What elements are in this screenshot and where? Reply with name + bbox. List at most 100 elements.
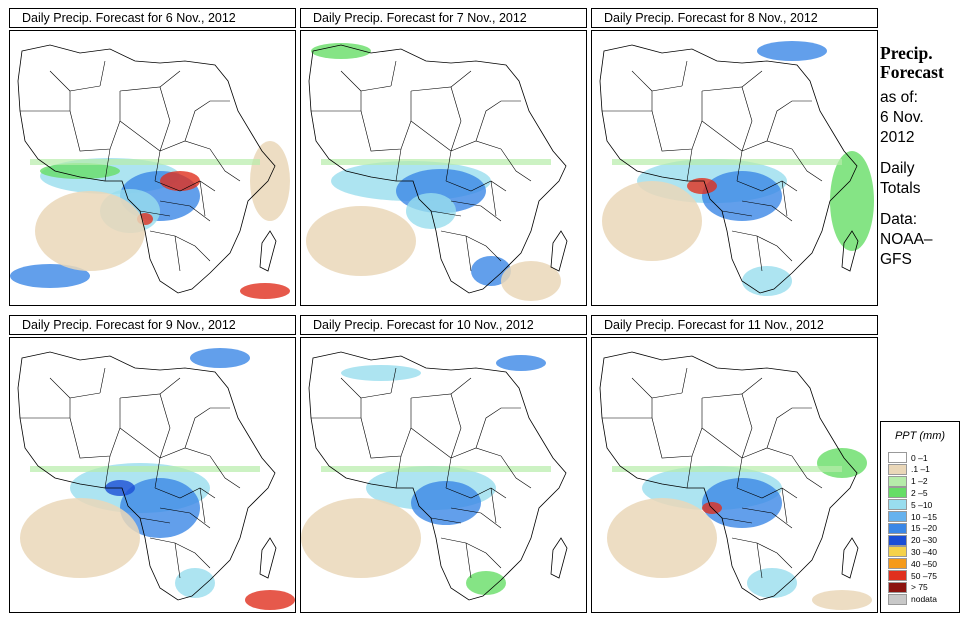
panel-title: Daily Precip. Forecast for 9 Nov., 2012 bbox=[9, 315, 296, 335]
rain-region bbox=[687, 178, 717, 194]
legend-item: 20 –30 bbox=[888, 534, 937, 546]
panel-title: Daily Precip. Forecast for 6 Nov., 2012 bbox=[9, 8, 296, 28]
country-border bbox=[159, 140, 211, 152]
sahel-rain-band bbox=[30, 159, 260, 165]
country-border bbox=[139, 210, 171, 217]
country-border bbox=[119, 427, 161, 489]
rain-region bbox=[702, 171, 782, 221]
dry-region bbox=[306, 206, 416, 276]
legend-item: 15 –20 bbox=[888, 522, 937, 534]
country-border bbox=[360, 398, 412, 459]
country-border bbox=[741, 70, 763, 88]
country-border bbox=[736, 487, 798, 499]
legend-label: 30 –40 bbox=[911, 546, 937, 557]
country-border bbox=[475, 100, 521, 142]
legend-item: 40 –50 bbox=[888, 558, 937, 570]
country-border bbox=[154, 180, 216, 192]
country-border bbox=[199, 180, 206, 217]
country-border bbox=[410, 120, 452, 182]
country-border bbox=[766, 100, 812, 142]
daily-line1: Daily bbox=[880, 160, 915, 177]
africa-coastline bbox=[308, 44, 567, 294]
africa-map-svg bbox=[599, 41, 874, 296]
data-line3: GFS bbox=[880, 251, 912, 268]
country-border bbox=[445, 180, 507, 192]
precip-map bbox=[591, 30, 878, 306]
legend-item: 30 –40 bbox=[888, 546, 937, 558]
country-border bbox=[430, 210, 462, 217]
country-border bbox=[104, 148, 111, 182]
dry-region bbox=[35, 191, 145, 271]
country-border bbox=[741, 200, 793, 222]
country-border bbox=[450, 377, 472, 395]
legend-swatch bbox=[888, 452, 907, 463]
legend-swatch bbox=[888, 581, 907, 593]
country-border bbox=[686, 148, 693, 182]
panel-title: Daily Precip. Forecast for 8 Nov., 2012 bbox=[591, 8, 878, 28]
country-border bbox=[159, 70, 181, 88]
country-border bbox=[602, 85, 683, 112]
country-border bbox=[490, 180, 497, 217]
forecast-panel-2: Daily Precip. Forecast for 7 Nov., 2012 bbox=[300, 8, 587, 306]
legend-swatch bbox=[888, 522, 907, 534]
legend-label: 40 –50 bbox=[911, 558, 937, 569]
rain-region bbox=[40, 163, 120, 179]
rain-region bbox=[742, 266, 792, 296]
country-border bbox=[119, 86, 171, 152]
legend-label: .1 –1 bbox=[911, 464, 930, 475]
precip-legend: PPT (mm) 0 –1.1 –1 1 –2 2 –5 5 –10 10 –15 15 … bbox=[880, 421, 960, 613]
rain-region bbox=[245, 590, 295, 610]
country-border bbox=[69, 91, 121, 152]
rain-region bbox=[10, 264, 90, 288]
country-border bbox=[741, 377, 763, 395]
legend-swatch bbox=[888, 475, 907, 487]
legend-label: 50 –75 bbox=[911, 570, 937, 581]
country-border bbox=[104, 455, 111, 489]
madagascar-outline bbox=[259, 537, 277, 579]
rain-region bbox=[747, 568, 797, 598]
country-border bbox=[390, 60, 397, 87]
country-border bbox=[410, 393, 462, 459]
country-border bbox=[500, 148, 532, 182]
country-border bbox=[450, 70, 472, 88]
country-border bbox=[159, 447, 211, 459]
country-border bbox=[651, 398, 703, 459]
country-border bbox=[686, 455, 693, 489]
forecast-panel-1: Daily Precip. Forecast for 6 Nov., 2012 bbox=[9, 8, 296, 306]
rain-region bbox=[471, 256, 511, 286]
legend-swatch bbox=[888, 534, 907, 546]
legend-label: 15 –20 bbox=[911, 523, 937, 534]
rain-region bbox=[240, 283, 290, 299]
country-border bbox=[736, 180, 798, 192]
country-border bbox=[465, 542, 472, 579]
country-border bbox=[395, 148, 402, 182]
dry-region bbox=[602, 181, 702, 261]
country-border bbox=[450, 140, 502, 152]
forecast-panel-3: Daily Precip. Forecast for 8 Nov., 2012 bbox=[591, 8, 878, 306]
africa-map-svg bbox=[306, 43, 568, 301]
legend-item: nodata bbox=[888, 593, 937, 605]
country-border bbox=[781, 487, 788, 524]
country-border bbox=[701, 120, 743, 182]
rain-region bbox=[466, 571, 506, 595]
legend-swatch bbox=[888, 546, 907, 558]
country-border bbox=[209, 455, 241, 489]
country-border bbox=[410, 427, 452, 489]
country-border bbox=[99, 60, 106, 87]
africa-coastline bbox=[599, 351, 858, 601]
country-border bbox=[159, 200, 211, 222]
country-border bbox=[756, 235, 763, 272]
country-border bbox=[450, 507, 502, 529]
legend-item: 5 –10 bbox=[888, 499, 932, 511]
rain-region bbox=[175, 568, 215, 598]
madagascar-outline bbox=[841, 537, 859, 579]
rain-region bbox=[817, 448, 867, 478]
country-border bbox=[602, 392, 683, 419]
data-line1: Data: bbox=[880, 211, 918, 228]
side-title-line1: Precip. bbox=[880, 43, 933, 63]
daily-line2: Totals bbox=[880, 180, 921, 197]
africa-map-svg bbox=[10, 44, 290, 299]
africa-map-svg bbox=[17, 348, 295, 610]
africa-coastline bbox=[17, 44, 276, 294]
africa-map-svg bbox=[301, 351, 568, 601]
